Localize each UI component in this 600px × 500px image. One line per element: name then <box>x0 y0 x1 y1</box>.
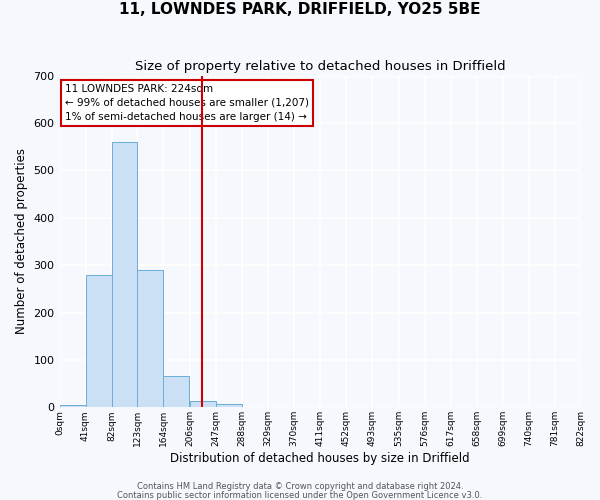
Bar <box>112 142 137 407</box>
Bar <box>86 274 112 407</box>
Bar <box>163 376 190 408</box>
Bar <box>216 404 242 407</box>
Title: Size of property relative to detached houses in Driffield: Size of property relative to detached ho… <box>135 60 505 73</box>
Bar <box>59 405 86 407</box>
Y-axis label: Number of detached properties: Number of detached properties <box>15 148 28 334</box>
Text: Contains public sector information licensed under the Open Government Licence v3: Contains public sector information licen… <box>118 490 482 500</box>
Text: Contains HM Land Registry data © Crown copyright and database right 2024.: Contains HM Land Registry data © Crown c… <box>137 482 463 491</box>
X-axis label: Distribution of detached houses by size in Driffield: Distribution of detached houses by size … <box>170 452 470 465</box>
Text: 11 LOWNDES PARK: 224sqm
← 99% of detached houses are smaller (1,207)
1% of semi-: 11 LOWNDES PARK: 224sqm ← 99% of detache… <box>65 84 309 122</box>
Bar <box>190 400 216 407</box>
Bar <box>137 270 163 407</box>
Text: 11, LOWNDES PARK, DRIFFIELD, YO25 5BE: 11, LOWNDES PARK, DRIFFIELD, YO25 5BE <box>119 2 481 18</box>
